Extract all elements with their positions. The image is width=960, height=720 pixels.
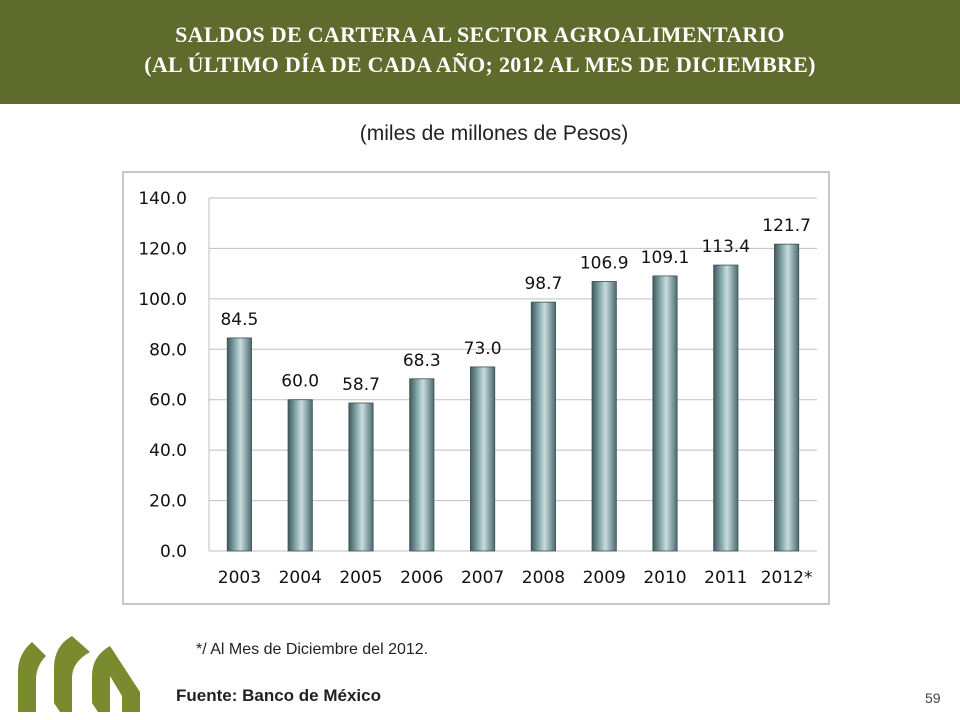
bar-value-label: 98.7 (524, 274, 562, 294)
title-banner: SALDOS DE CARTERA AL SECTOR AGROALIMENTA… (0, 0, 960, 104)
x-tick-label: 2010 (643, 568, 686, 588)
institution-logo (18, 636, 140, 712)
x-tick-label: 2009 (583, 568, 626, 588)
source-note: Fuente: Banco de México (176, 686, 381, 705)
x-tick-label: 2007 (461, 568, 504, 588)
bar-value-label: 84.5 (220, 310, 258, 330)
bar (348, 402, 374, 552)
y-tick-label: 140.0 (138, 189, 187, 209)
bar-value-label: 121.7 (762, 216, 811, 236)
y-tick-label: 40.0 (149, 441, 187, 461)
x-tick-label: 2008 (522, 568, 565, 588)
y-tick-label: 120.0 (138, 239, 187, 259)
chart-title-line1: SALDOS DE CARTERA AL SECTOR AGROALIMENTA… (175, 22, 785, 47)
y-tick-label: 100.0 (138, 290, 187, 310)
x-tick-label: 2004 (279, 568, 322, 588)
footnote: */ Al Mes de Diciembre del 2012. (196, 641, 429, 658)
bar (530, 301, 556, 552)
bar-value-label: 58.7 (342, 375, 380, 395)
x-tick-label: 2005 (339, 568, 382, 588)
bar (652, 275, 678, 552)
bar-value-label: 106.9 (580, 253, 629, 273)
page-number: 59 (925, 690, 941, 706)
x-tick-label: 2012* (761, 568, 813, 588)
x-tick-label: 2011 (704, 568, 747, 588)
chart-title-line2: (AL ÚLTIMO DÍA DE CADA AÑO; 2012 AL MES … (144, 52, 816, 77)
x-tick-label: 2003 (218, 568, 261, 588)
bar (470, 366, 496, 552)
bar-value-label: 109.1 (641, 248, 690, 268)
bar (226, 337, 252, 552)
bar-value-label: 73.0 (464, 339, 502, 359)
y-tick-label: 0.0 (160, 542, 187, 562)
y-tick-label: 80.0 (149, 340, 187, 360)
y-tick-label: 20.0 (149, 492, 187, 512)
bar (287, 399, 313, 552)
chart-frame: 0.0 20.0 40.0 60.0 80.0 100.0 120.0 140.0 84.5 20… (122, 171, 830, 605)
bar (591, 281, 617, 552)
bar (713, 264, 739, 552)
bar-value-label: 113.4 (701, 237, 750, 257)
y-tick-label: 60.0 (149, 391, 187, 411)
bar (409, 378, 435, 552)
bar-chart: 0.0 20.0 40.0 60.0 80.0 100.0 120.0 140.0 84.5 20… (138, 189, 817, 588)
bar-value-label: 68.3 (403, 351, 441, 371)
x-tick-label: 2006 (400, 568, 443, 588)
bar (774, 243, 800, 552)
bar-value-label: 60.0 (281, 372, 319, 392)
chart-subtitle: (miles de millones de Pesos) (359, 122, 629, 145)
